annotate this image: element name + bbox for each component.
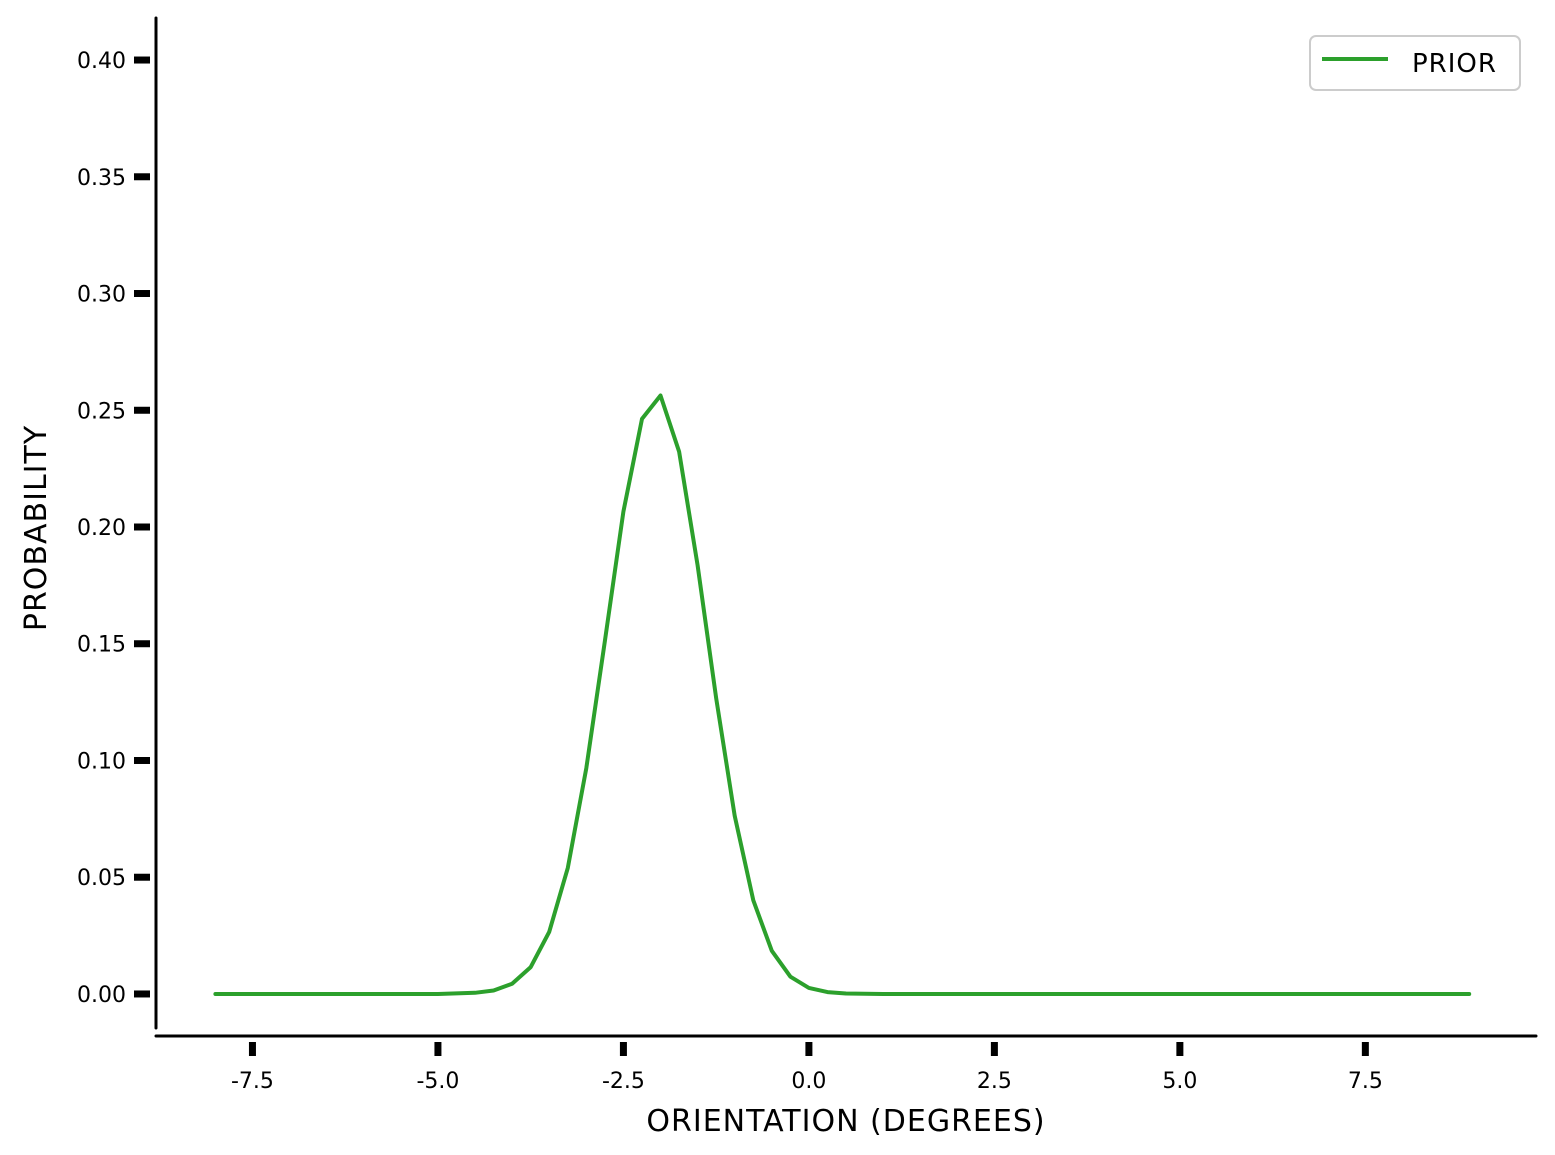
x-tick-label: 0.0: [791, 1069, 826, 1094]
x-tick-label: 5.0: [1162, 1069, 1197, 1094]
y-tick-label: 0.30: [77, 283, 126, 308]
legend-box: [1309, 35, 1521, 91]
y-tick-label: 0.15: [77, 633, 126, 658]
x-tick-label: -7.5: [231, 1069, 274, 1094]
y-axis-label: PROBABILITY: [19, 425, 54, 631]
y-tick-label: 0.40: [77, 49, 126, 74]
x-tick-label: -5.0: [416, 1069, 459, 1094]
y-tick-label: 0.05: [77, 866, 126, 891]
plot-area: [213, 393, 1472, 996]
legend-label: PRIOR: [1412, 49, 1497, 79]
y-tick-label: 0.20: [77, 516, 126, 541]
x-tick-label: 7.5: [1348, 1069, 1383, 1094]
y-tick-label: 0.10: [77, 749, 126, 774]
y-tick-label: 0.35: [77, 166, 126, 191]
x-axis-label: ORIENTATION (DEGREES): [646, 1104, 1045, 1139]
y-tick-label: 0.00: [77, 983, 126, 1008]
x-tick-label: 2.5: [977, 1069, 1012, 1094]
y-tick-label: 0.25: [77, 399, 126, 424]
axes: -7.5 -5.0 -2.5 0.0 2.5 5.0 7.5 0.00 0.05 0.10 0.15…: [77, 16, 1538, 1094]
legend: PRIOR: [1309, 35, 1521, 91]
x-tick-label: -2.5: [602, 1069, 645, 1094]
series-line-prior: [213, 393, 1472, 996]
